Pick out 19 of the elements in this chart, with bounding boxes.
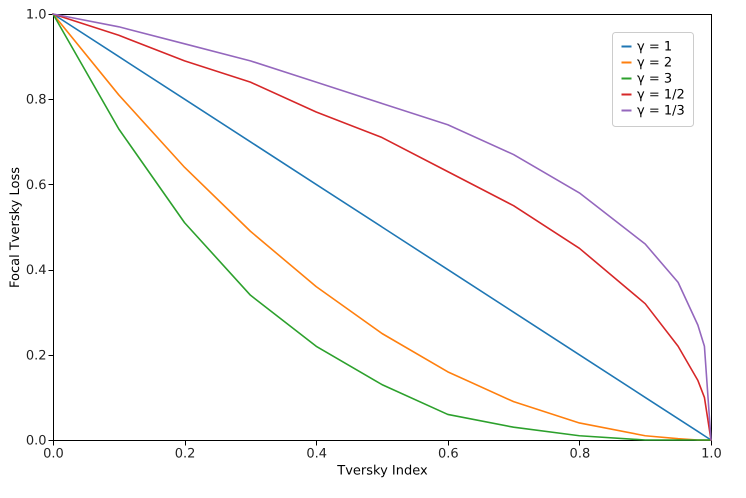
legend-label: γ = 3 bbox=[637, 72, 672, 86]
y-tick-label: 0.8 bbox=[26, 92, 46, 108]
legend-label: γ = 1/3 bbox=[637, 104, 685, 118]
legend-label: γ = 2 bbox=[637, 56, 672, 70]
x-tick-label: 1.0 bbox=[701, 446, 722, 462]
x-axis-title: Tversky Index bbox=[336, 464, 428, 478]
x-tick-label: 0.2 bbox=[174, 446, 196, 462]
y-tick-label: 1.0 bbox=[26, 8, 46, 22]
x-tick-label: 0.8 bbox=[570, 446, 590, 462]
y-axis-title: Focal Tversky Loss bbox=[8, 166, 23, 288]
y-tick-label: 0.2 bbox=[26, 348, 46, 364]
x-tick-label: 0.0 bbox=[43, 446, 64, 462]
y-tick-label: 0.0 bbox=[26, 434, 46, 448]
y-tick-label: 0.6 bbox=[26, 178, 46, 193]
x-tick-label: 0.4 bbox=[306, 446, 328, 462]
y-tick-label: 0.4 bbox=[26, 263, 46, 278]
legend-label: γ = 1/2 bbox=[637, 88, 685, 102]
legend-label: γ = 1 bbox=[637, 40, 672, 54]
x-tick-label: 0.6 bbox=[438, 446, 459, 462]
